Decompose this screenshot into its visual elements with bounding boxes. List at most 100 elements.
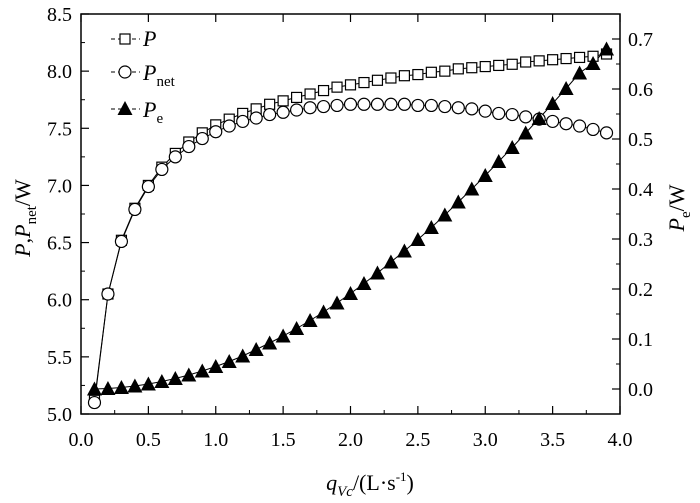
point-triangle (140, 376, 156, 391)
point-triangle (423, 220, 439, 234)
point-triangle (369, 265, 385, 280)
point-triangle (343, 286, 358, 300)
x-tick-label: 1.5 (271, 429, 296, 451)
right-y-axis-title: Pe/W (664, 184, 694, 232)
point-square (547, 54, 559, 66)
left-y-tick-label: 5.0 (47, 404, 72, 426)
legend-label-p: P (142, 26, 156, 51)
point-triangle (464, 181, 480, 196)
point-triangle (167, 371, 183, 385)
point-triangle (572, 65, 588, 80)
legend-marker-p (119, 33, 131, 45)
x-tick-label: 4.0 (608, 429, 633, 451)
point-circle (586, 122, 600, 137)
point-circle (128, 202, 142, 217)
point-triangle (383, 254, 399, 269)
x-axis-title: qVc/(L·s-1) (326, 469, 414, 500)
point-circle (290, 103, 304, 117)
point-triangle (545, 96, 561, 110)
x-tick-label: 2.0 (338, 429, 363, 451)
point-square (344, 79, 357, 91)
legend-label-pe: Pe (142, 97, 163, 127)
right-y-tick-label: 0.1 (628, 329, 653, 351)
point-triangle (248, 342, 264, 356)
x-tick-label: 0.0 (69, 429, 94, 451)
point-circle (168, 150, 182, 164)
point-square (452, 63, 464, 75)
point-circle (101, 287, 115, 301)
point-square (425, 66, 437, 78)
right-y-tick-label: 0.5 (628, 129, 653, 151)
point-square (371, 74, 384, 86)
point-triangle (289, 321, 305, 335)
point-circle (505, 107, 519, 122)
point-triangle (262, 335, 278, 350)
point-triangle (113, 380, 129, 394)
point-triangle (558, 81, 574, 95)
point-triangle (477, 168, 493, 182)
right-y-tick-label: 0.7 (628, 29, 653, 51)
point-triangle (329, 295, 345, 310)
point-circle (546, 114, 560, 129)
point-triangle (86, 381, 102, 396)
x-tick-label: 3.5 (540, 429, 565, 451)
point-square (412, 68, 424, 81)
point-circle (357, 97, 371, 111)
point-square (479, 60, 491, 73)
point-triangle (531, 111, 547, 125)
x-tick-label: 2.5 (405, 429, 430, 451)
left-y-tick-label: 6.0 (47, 290, 72, 312)
point-circle (236, 114, 250, 129)
point-circle (276, 105, 290, 119)
point-triangle (154, 374, 170, 388)
point-square (560, 52, 572, 65)
point-circle (249, 111, 263, 125)
point-triangle (194, 363, 210, 378)
point-circle (572, 119, 587, 133)
point-circle (451, 101, 465, 115)
legend-entry-pe: Pe (111, 97, 163, 127)
left-y-tick-label: 7.5 (47, 118, 72, 140)
point-square (506, 58, 518, 70)
point-square (277, 95, 289, 107)
left-y-tick-label: 8.5 (47, 4, 72, 26)
point-triangle (235, 348, 251, 363)
legend: P Pnet Pe (111, 26, 176, 127)
point-triangle (100, 381, 116, 395)
legend-marker-pe (117, 101, 133, 115)
point-circle (465, 102, 479, 116)
point-triangle (221, 354, 237, 368)
point-triangle (356, 276, 372, 290)
point-square (520, 56, 532, 68)
left-y-tick-label: 6.5 (47, 233, 72, 255)
point-circle (492, 106, 506, 121)
point-circle (384, 97, 398, 111)
point-triangle (275, 328, 291, 343)
point-triangle (302, 313, 318, 327)
right-y-tick-label: 0.6 (628, 79, 653, 101)
point-circle (599, 126, 614, 140)
x-tick-label: 1.0 (203, 429, 228, 451)
point-triangle (599, 41, 615, 56)
point-circle (316, 99, 331, 114)
point-square (291, 91, 303, 104)
point-triangle (181, 367, 197, 382)
x-tick-label: 3.0 (473, 429, 498, 451)
point-triangle (585, 56, 601, 70)
point-circle (222, 119, 236, 133)
left-y-tick-label: 8.0 (47, 61, 72, 83)
point-circle (478, 104, 492, 118)
point-triangle (127, 378, 143, 393)
point-triangle (396, 243, 412, 258)
point-triangle (504, 140, 520, 154)
point-circle (155, 162, 169, 177)
point-circle (87, 395, 102, 410)
legend-marker-pnet (118, 65, 132, 79)
point-square (493, 59, 505, 72)
point-circle (559, 117, 573, 131)
point-circle (209, 125, 223, 139)
point-square (533, 55, 545, 67)
point-square (264, 98, 276, 110)
point-square (358, 76, 370, 89)
right-y-tick-label: 0.4 (628, 179, 653, 201)
